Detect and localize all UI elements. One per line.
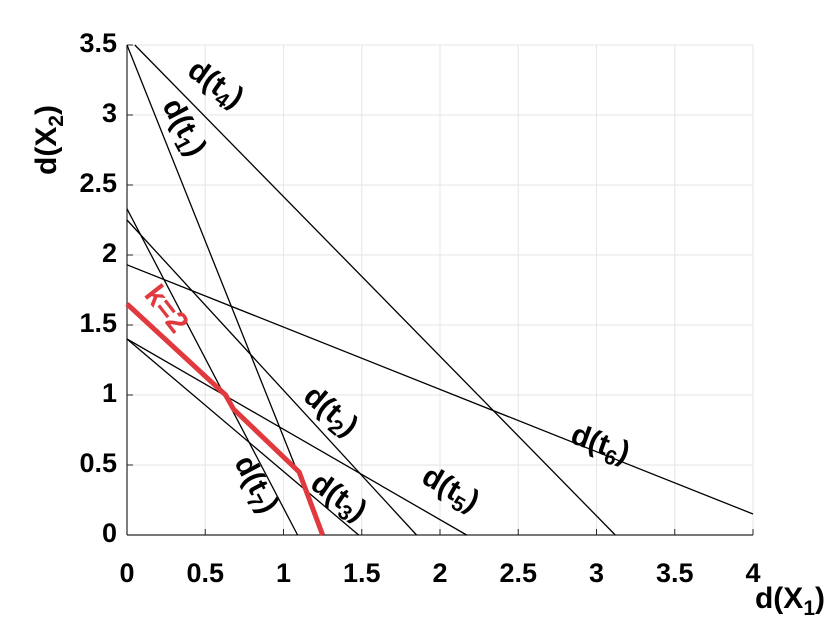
y-tick-label: 1.5 xyxy=(79,308,117,338)
x-tick-label: 0 xyxy=(119,558,134,588)
x-tick-label: 0.5 xyxy=(186,558,224,588)
x-tick-label: 3.5 xyxy=(656,558,694,588)
series-line xyxy=(126,44,324,536)
y-tick-label: 1 xyxy=(102,378,117,408)
x-tick-label: 2 xyxy=(432,558,447,588)
series-line xyxy=(126,338,360,536)
x-tick-label: 1.5 xyxy=(343,558,381,588)
series-line xyxy=(125,302,325,536)
line-label: d(t2) xyxy=(294,379,364,446)
y-tick-label: 2.5 xyxy=(79,168,117,198)
x-axis-label: d(X1) xyxy=(755,582,825,620)
y-tick-label: 0 xyxy=(102,518,117,548)
series-line xyxy=(134,44,616,536)
y-tick-label: 0.5 xyxy=(79,448,117,478)
y-tick-label: 3.5 xyxy=(79,28,117,58)
y-tick-label: 2 xyxy=(102,238,117,268)
series-line xyxy=(126,208,299,536)
x-tick-label: 3 xyxy=(589,558,604,588)
line-label: d(t5) xyxy=(414,459,485,522)
y-tick-label: 3 xyxy=(102,98,117,128)
x-tick-label: 1 xyxy=(276,558,291,588)
x-tick-label: 4 xyxy=(745,558,760,588)
series-line xyxy=(126,338,467,536)
series-line xyxy=(126,219,418,536)
series-line xyxy=(126,264,754,515)
x-tick-label: 2.5 xyxy=(499,558,537,588)
line-label: d(t7) xyxy=(224,450,285,521)
y-axis-label: d(X2) xyxy=(30,105,68,175)
